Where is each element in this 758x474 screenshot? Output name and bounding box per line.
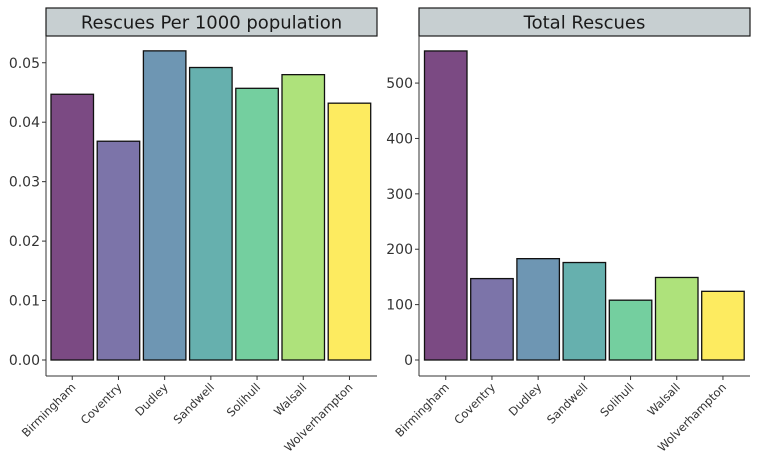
y-tick-label: 0.03 <box>9 175 40 191</box>
y-tick-label: 0 <box>404 353 413 369</box>
x-tick-label: Coventry <box>451 380 498 427</box>
y-tick-label: 500 <box>386 76 413 92</box>
x-tick-label: Sandwell <box>170 380 217 427</box>
facet-strip <box>418 7 751 37</box>
y-tick-label: 0.05 <box>9 56 40 72</box>
x-tick-label: Solihull <box>597 380 636 419</box>
bar-coventry <box>470 277 514 361</box>
x-tick-label: Solihull <box>224 380 263 419</box>
x-tick-label: Dudley <box>132 380 171 419</box>
x-tick-label: Walsall <box>644 380 682 418</box>
bar-birmingham <box>50 93 95 361</box>
bar-walsall <box>281 73 326 361</box>
y-tick-label: 0.02 <box>9 234 40 250</box>
x-tick-label: Walsall <box>271 380 309 418</box>
y-tick-label: 0.01 <box>9 294 40 310</box>
x-tick-label: Dudley <box>506 380 545 419</box>
chart-title: Rescues Per 1000 population <box>81 13 342 34</box>
bar-solihull <box>235 87 279 361</box>
bar-coventry <box>96 140 141 361</box>
chart-panel-1: Rescues Per 1000 population 0.00 0.01 0.02 0… <box>9 7 378 454</box>
x-tick-label: Coventry <box>78 380 125 427</box>
x-tick-label: Sandwell <box>544 380 591 427</box>
y-tick-label: 300 <box>386 187 413 203</box>
bar-sandwell <box>562 261 607 361</box>
facet-strip <box>45 7 378 37</box>
y-tick-label: 200 <box>386 242 413 258</box>
bar-dudley <box>516 257 561 361</box>
y-tick-label: 400 <box>386 131 413 147</box>
bar-solihull <box>608 299 653 361</box>
bar-walsall <box>654 276 699 361</box>
x-tick-label: Birmingham <box>392 380 451 439</box>
bar-sandwell <box>188 66 233 361</box>
y-tick-label: 100 <box>386 298 413 314</box>
chart-title: Total Rescues <box>523 13 646 34</box>
bar-birmingham <box>423 50 468 361</box>
chart-panel-2: Total Rescues 0 100 200 300 400 500 Birmingham C… <box>386 7 751 454</box>
x-tick-label: Birmingham <box>19 380 78 439</box>
bar-dudley <box>142 50 187 361</box>
y-tick-label: 0.04 <box>9 115 40 131</box>
bar-wolverhampton <box>327 102 372 361</box>
y-tick-label: 0.00 <box>9 353 40 369</box>
bar-wolverhampton <box>701 290 745 361</box>
